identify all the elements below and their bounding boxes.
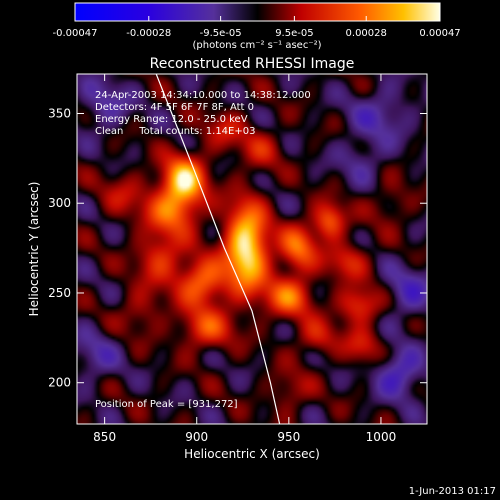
footer-date: 1-Jun-2013 01:17: [409, 486, 496, 497]
peak-position-label: Position of Peak = [931,272]: [95, 399, 238, 410]
x-tick-label: 1000: [366, 430, 397, 444]
colorbar-tick-label: -0.00047: [53, 28, 98, 39]
colorbar-tick-label: 0.00047: [419, 28, 460, 39]
annotation-energy-range: Energy Range: 12.0 - 25.0 keV: [95, 114, 248, 125]
x-tick-label: 850: [93, 430, 116, 444]
y-axis-label: Heliocentric Y (arcsec): [27, 182, 41, 317]
x-axis: 850 900 950 1000: [93, 74, 396, 444]
solar-limb-curve: [155, 74, 281, 424]
colorbar-tick-label: 9.5e-05: [275, 28, 313, 39]
colorbar-tick-label: -9.5e-05: [200, 28, 242, 39]
colorbar: [74, 2, 441, 22]
y-tick-label: 200: [48, 376, 71, 390]
y-tick-label: 350: [48, 106, 71, 120]
chart-title: Reconstructed RHESSI Image: [150, 56, 355, 72]
x-tick-label: 950: [277, 430, 300, 444]
x-tick-label: 900: [185, 430, 208, 444]
colorbar-ticks: -0.00047 -0.00028 -9.5e-05 9.5e-05 0.00028 0.…: [53, 16, 461, 39]
y-axis: 200 250 300 350: [48, 106, 427, 390]
colorbar-tick-label: -0.00028: [126, 28, 171, 39]
annotation-detectors: Detectors: 4F 5F 6F 7F 8F, Att 0: [95, 102, 254, 113]
colorbar-tick-label: 0.00028: [346, 28, 387, 39]
y-tick-label: 300: [48, 196, 71, 210]
x-axis-label: Heliocentric X (arcsec): [184, 447, 320, 461]
heatmap-image: [77, 74, 427, 424]
colorbar-unit-label: (photons cm⁻² s⁻¹ asec⁻²): [192, 40, 321, 51]
plot-frame: [76, 73, 428, 425]
y-tick-label: 250: [48, 286, 71, 300]
annotation-total-counts: Clean Total counts: 1.14E+03: [95, 126, 255, 137]
annotation-block: 24-Apr-2003 14:34:10.000 to 14:38:12.000…: [95, 90, 311, 137]
annotation-time-range: 24-Apr-2003 14:34:10.000 to 14:38:12.000: [95, 90, 311, 101]
